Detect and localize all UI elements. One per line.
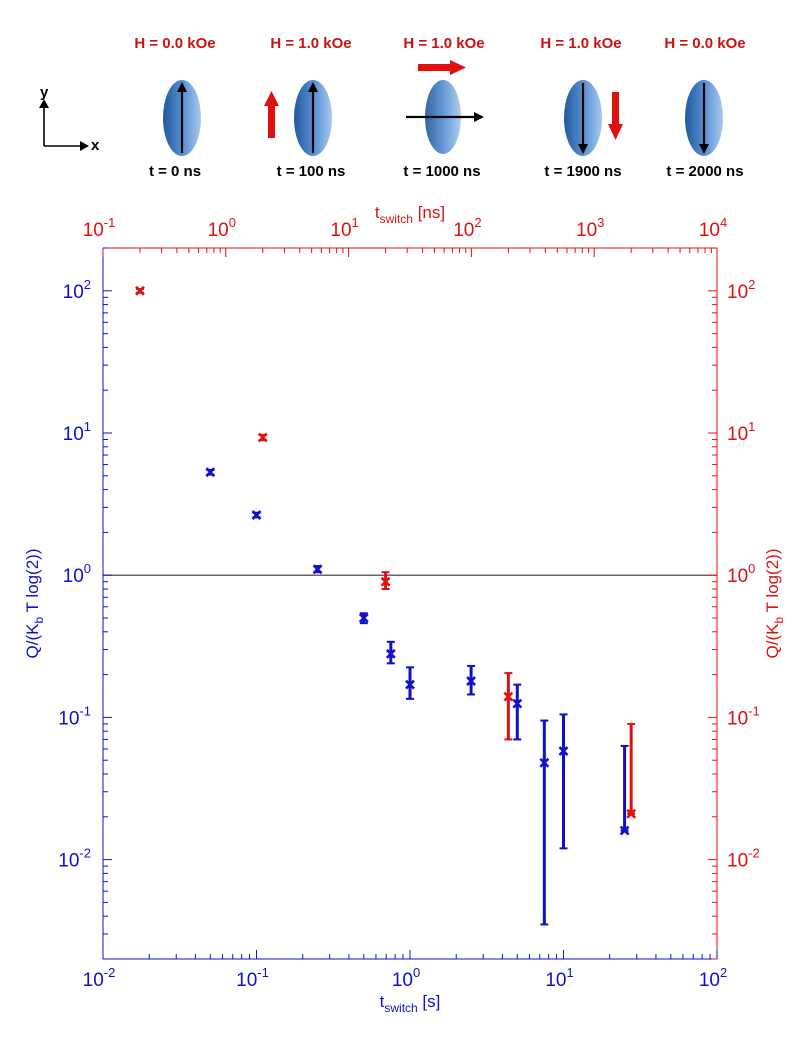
chart: 10-2 10-1 100 101 102 10-1 100 101 102 103 104 10-2…: [23, 203, 786, 1015]
x-marker: [380, 576, 391, 587]
x-marker: [503, 691, 514, 702]
top-axis-title: tswitch [ns]: [375, 203, 445, 226]
axis-x-label: x: [91, 137, 100, 154]
left-tick-label: 10-2: [58, 846, 91, 872]
top-tick-label: 10-1: [83, 215, 116, 241]
x-marker: [466, 676, 477, 687]
data-point-1-2: [380, 571, 391, 590]
magnet-state-4: H = 0.0 kOe t = 2000 ns: [664, 35, 745, 180]
field-label: H = 1.0 kOe: [540, 35, 621, 52]
x-marker: [405, 679, 415, 690]
plot-frame: [102, 247, 718, 960]
data-point-0-1: [251, 510, 262, 520]
data-point-0-4: [385, 640, 396, 665]
axis-y-label: y: [40, 84, 49, 101]
right-tick-label: 101: [727, 419, 755, 445]
x-marker: [205, 467, 216, 478]
field-arrow-down-icon: [608, 92, 623, 140]
top-tick-label: 100: [208, 215, 236, 241]
right-tick-label: 102: [727, 277, 755, 303]
bottom-tick-label: 10-1: [236, 965, 269, 991]
data-point-0-0: [205, 467, 216, 478]
right-axis-title: Q/(Kb T log(2)): [763, 549, 786, 659]
field-label: H = 0.0 kOe: [134, 35, 215, 52]
field-arrow-right-icon: [418, 60, 466, 75]
magnet-state-3: H = 1.0 kOe t = 1900 ns: [540, 35, 623, 180]
x-marker: [539, 757, 550, 768]
x-marker: [626, 808, 637, 819]
data-point-1-4: [626, 722, 637, 819]
bottom-axis-title: tswitch [s]: [380, 992, 441, 1015]
data-point-0-9: [558, 713, 569, 850]
time-label: t = 1000 ns: [403, 163, 480, 180]
field-label: H = 1.0 kOe: [403, 35, 484, 52]
bottom-tick-label: 100: [392, 965, 420, 991]
left-tick-label: 102: [63, 277, 91, 303]
x-marker: [619, 825, 630, 836]
x-marker: [358, 613, 369, 623]
field-arrow-up-icon: [264, 91, 279, 138]
bottom-tick-label: 10-2: [83, 965, 116, 991]
data-marks: [135, 285, 637, 926]
top-tick-label: 102: [453, 215, 481, 241]
magnet-state-1: H = 1.0 kOe t = 100 ns: [264, 35, 352, 180]
x-marker: [312, 564, 323, 575]
right-tick-label: 10-1: [727, 703, 760, 729]
time-label: t = 0 ns: [149, 163, 201, 180]
field-label: H = 1.0 kOe: [270, 35, 351, 52]
x-marker: [512, 698, 523, 709]
top-tick-label: 104: [699, 215, 727, 241]
time-label: t = 2000 ns: [666, 163, 743, 180]
data-point-0-2: [312, 564, 323, 575]
magnet-state-0: H = 0.0 kOe t = 0 ns: [134, 35, 215, 180]
x-marker: [558, 746, 569, 756]
bottom-tick-label: 101: [545, 965, 573, 991]
data-point-1-0: [135, 285, 145, 296]
data-point-1-3: [503, 672, 514, 741]
coordinate-axes-icon: y x: [39, 84, 100, 154]
data-point-1-1: [257, 432, 268, 443]
right-tick-label: 100: [727, 561, 755, 587]
bottom-tick-label: 102: [699, 965, 727, 991]
axis-tick-labels: 10-2 10-1 100 101 102 10-1 100 101 102 103 104 10-2…: [58, 215, 759, 991]
magnet-state-2: H = 1.0 kOe t = 1000 ns: [403, 35, 484, 180]
top-tick-label: 101: [330, 215, 358, 241]
data-point-0-5: [405, 666, 415, 700]
switching-schematic: y x H = 0.0 kOe t = 0 ns H = 1.0 kOe t =…: [39, 35, 746, 180]
top-tick-label: 103: [576, 215, 604, 241]
left-tick-label: 100: [63, 561, 91, 587]
axis-ticks: [102, 247, 718, 960]
left-tick-label: 10-1: [58, 703, 91, 729]
field-label: H = 0.0 kOe: [664, 35, 745, 52]
x-marker: [135, 285, 145, 296]
right-tick-label: 10-2: [727, 846, 760, 872]
data-point-0-7: [512, 683, 523, 741]
x-marker: [251, 510, 262, 520]
left-axis-title: Q/(Kb T log(2)): [23, 549, 46, 659]
left-tick-label: 101: [63, 419, 91, 445]
data-point-0-8: [539, 719, 550, 926]
data-point-0-3: [358, 612, 369, 625]
data-point-0-6: [466, 664, 477, 696]
data-point-0-10: [619, 744, 630, 836]
x-marker: [385, 648, 396, 659]
time-label: t = 100 ns: [277, 163, 346, 180]
x-marker: [257, 432, 268, 443]
time-label: t = 1900 ns: [544, 163, 621, 180]
